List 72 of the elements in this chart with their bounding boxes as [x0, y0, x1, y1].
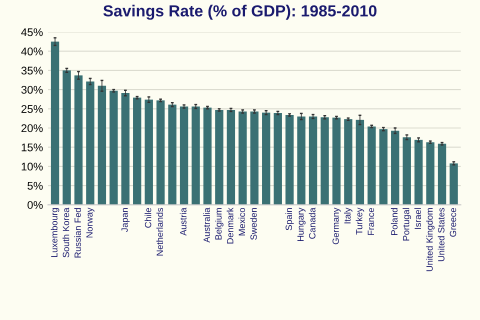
bar: [144, 100, 153, 205]
x-tick-label: Norway: [86, 208, 94, 238]
bar: [368, 126, 376, 205]
y-tick-label: 40%: [21, 47, 43, 56]
bar: [391, 130, 400, 205]
bar: [226, 110, 236, 205]
x-tick-label: Poland: [390, 208, 398, 235]
bar: [86, 82, 94, 205]
x-tick-label: Belgium: [215, 208, 224, 240]
x-tick-label: Israel: [414, 208, 422, 229]
x-tick-label: United States: [438, 208, 444, 262]
y-tick-label: 5%: [28, 182, 43, 190]
x-tick-label: Canada: [308, 208, 316, 239]
x-tick-label: Mexico: [238, 208, 246, 236]
x-tick-label: Greece: [450, 208, 456, 237]
bar: [238, 111, 247, 205]
bar: [344, 119, 352, 205]
bar: [203, 108, 212, 205]
x-tick-label: Japan: [122, 208, 130, 232]
bar: [379, 129, 388, 205]
y-tick-label: 0%: [28, 201, 43, 209]
bar: [192, 106, 200, 205]
bar: [450, 163, 458, 205]
bar: [250, 111, 259, 205]
bar: [426, 142, 434, 205]
bar: [121, 93, 130, 205]
bar: [156, 100, 165, 205]
bar: [262, 112, 270, 205]
x-tick-label: Germany: [332, 208, 341, 244]
bar: [274, 113, 282, 205]
bar: [50, 42, 60, 205]
x-tick-label: Australia: [203, 208, 210, 243]
x-tick-label: Luxembourg: [50, 208, 60, 258]
bar: [438, 144, 446, 205]
y-tick-label: 35%: [21, 66, 43, 75]
x-tick-label: Spain: [285, 208, 294, 230]
bar: [308, 116, 318, 205]
bar: [168, 104, 176, 205]
x-tick-label: Portugal: [402, 208, 412, 240]
y-tick-label: 20%: [21, 124, 43, 132]
x-tick-label: Netherlands: [156, 208, 164, 256]
bar: [402, 137, 411, 205]
x-tick-label: Chile: [144, 208, 152, 228]
bar: [320, 117, 329, 205]
bar: [62, 70, 71, 205]
bar: [110, 90, 118, 205]
bar: [297, 116, 306, 205]
y-tick-label: 15%: [22, 144, 43, 152]
bar: [133, 98, 142, 205]
y-tick-label: 10%: [22, 162, 43, 171]
bar: [98, 86, 106, 205]
x-tick-label: United Kingdom: [426, 208, 435, 272]
x-tick-label: South Korea: [62, 208, 70, 258]
x-tick-label: Hungary: [297, 208, 306, 241]
x-tick-label: Russian Fed: [74, 208, 81, 258]
x-tick-label: Turkey: [356, 208, 364, 235]
y-tick-label: 45%: [21, 28, 43, 36]
bar: [215, 110, 224, 205]
chart-title: Savings Rate (% of GDP): 1985-2010: [103, 4, 376, 20]
x-tick-label: Sweden: [250, 208, 257, 240]
x-tick-label: France: [368, 208, 374, 235]
x-tick-label: Italy: [344, 208, 352, 224]
bar: [356, 120, 364, 205]
x-tick-label: Austria: [180, 208, 186, 236]
bar: [74, 75, 83, 205]
bar: [285, 114, 294, 205]
x-tick-label: Denmark: [226, 208, 234, 244]
y-tick-label: 30%: [21, 86, 43, 94]
bar: [180, 106, 188, 205]
bar: [414, 140, 423, 205]
y-tick-label: 25%: [21, 105, 43, 113]
bar: [332, 118, 341, 205]
